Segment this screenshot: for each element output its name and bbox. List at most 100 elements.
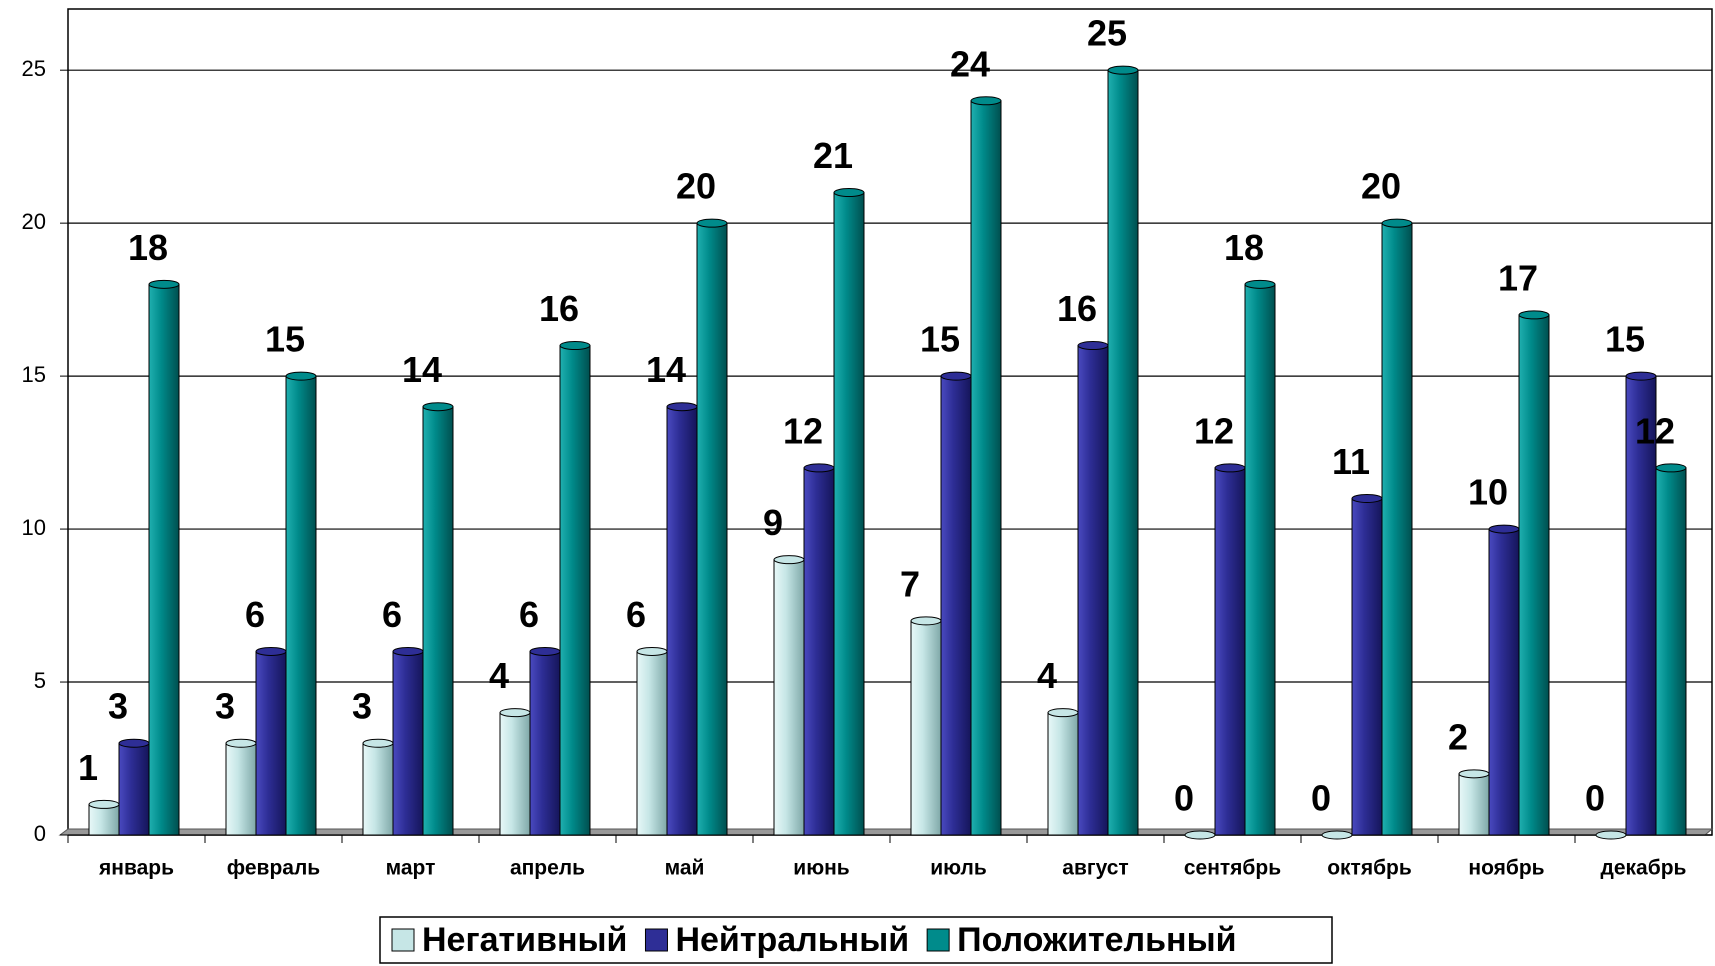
bar-top xyxy=(1655,463,1687,473)
x-tick-label: октябрь xyxy=(1327,857,1412,880)
legend-swatch xyxy=(644,928,668,952)
bar-top xyxy=(118,738,150,748)
bar xyxy=(1625,375,1657,836)
bar xyxy=(422,406,454,836)
bar xyxy=(529,650,561,836)
bar-top xyxy=(803,463,835,473)
data-label: 4 xyxy=(489,655,509,696)
data-label: 3 xyxy=(108,686,128,727)
data-label: 12 xyxy=(1635,410,1675,451)
bar xyxy=(1381,222,1413,836)
data-label: 14 xyxy=(402,349,442,390)
data-label: 3 xyxy=(215,686,235,727)
bar xyxy=(225,742,257,836)
data-label: 24 xyxy=(950,43,990,84)
legend-label: Нейтральный xyxy=(675,921,909,959)
data-label: 6 xyxy=(519,594,539,635)
bar-top xyxy=(1184,830,1216,840)
bar-top xyxy=(1107,65,1139,75)
legend-label: Положительный xyxy=(957,921,1236,959)
data-label: 17 xyxy=(1498,257,1538,298)
bar-top xyxy=(499,708,531,718)
bar-top xyxy=(1077,341,1109,351)
data-label: 15 xyxy=(920,319,960,360)
bar-top xyxy=(636,646,668,656)
data-label: 6 xyxy=(245,594,265,635)
data-label: 12 xyxy=(1194,410,1234,451)
data-label: 1 xyxy=(78,747,98,788)
bar xyxy=(559,345,591,836)
bar xyxy=(392,650,424,836)
bar xyxy=(1655,467,1687,836)
bar-top xyxy=(422,402,454,412)
bar xyxy=(970,100,1002,836)
bar-top xyxy=(1488,524,1520,534)
data-label: 14 xyxy=(646,349,686,390)
bar xyxy=(1047,712,1079,836)
x-tick-label: июль xyxy=(930,857,987,880)
data-label: 7 xyxy=(900,563,920,604)
bar xyxy=(666,406,698,836)
data-label: 9 xyxy=(763,502,783,543)
x-tick-label: февраль xyxy=(227,857,321,880)
data-label: 0 xyxy=(1585,778,1605,819)
bar-top xyxy=(1214,463,1246,473)
data-label: 18 xyxy=(128,227,168,268)
bar-top xyxy=(1321,830,1353,840)
data-label: 0 xyxy=(1174,778,1194,819)
bar xyxy=(362,742,394,836)
y-tick-label: 15 xyxy=(22,362,46,387)
bar xyxy=(803,467,835,836)
x-tick-label: август xyxy=(1062,857,1128,880)
bar xyxy=(940,375,972,836)
bar xyxy=(285,375,317,836)
bar-top xyxy=(666,402,698,412)
bar xyxy=(1214,467,1246,836)
y-tick-label: 10 xyxy=(22,515,46,540)
bar-top xyxy=(773,555,805,565)
bar-top xyxy=(1047,708,1079,718)
bar xyxy=(255,650,287,836)
data-label: 25 xyxy=(1087,13,1127,54)
bar-top xyxy=(529,646,561,656)
data-label: 2 xyxy=(1448,716,1468,757)
data-label: 18 xyxy=(1224,227,1264,268)
x-tick-label: сентябрь xyxy=(1184,857,1281,880)
x-tick-label: июнь xyxy=(793,857,850,880)
data-label: 20 xyxy=(676,166,716,207)
data-label: 0 xyxy=(1311,778,1331,819)
bar xyxy=(88,803,120,836)
bar xyxy=(773,559,805,836)
bar-top xyxy=(970,96,1002,106)
bar xyxy=(1107,69,1139,836)
data-label: 11 xyxy=(1332,441,1370,482)
data-label: 12 xyxy=(783,410,823,451)
data-label: 15 xyxy=(1605,319,1645,360)
bar-top xyxy=(1595,830,1627,840)
y-tick-label: 25 xyxy=(22,56,46,81)
data-label: 15 xyxy=(265,319,305,360)
x-tick-label: январь xyxy=(98,857,174,880)
bar-top xyxy=(392,646,424,656)
bar-top xyxy=(1625,371,1657,381)
data-label: 20 xyxy=(1361,166,1401,207)
x-tick-label: апрель xyxy=(510,857,585,880)
legend-label: Негативный xyxy=(422,921,627,959)
bar-top xyxy=(696,218,728,228)
bar xyxy=(636,650,668,836)
bar xyxy=(1458,773,1490,836)
bar xyxy=(148,283,180,836)
data-label: 16 xyxy=(539,288,579,329)
data-label: 6 xyxy=(626,594,646,635)
bar-top xyxy=(833,188,865,198)
bar-top xyxy=(285,371,317,381)
bar xyxy=(1351,497,1383,836)
x-tick-label: ноябрь xyxy=(1468,857,1544,880)
data-label: 10 xyxy=(1468,472,1508,513)
bar-top xyxy=(910,616,942,626)
bar-top xyxy=(225,738,257,748)
y-tick-label: 5 xyxy=(34,668,46,693)
data-label: 6 xyxy=(382,594,402,635)
y-tick-label: 0 xyxy=(34,821,46,846)
data-label: 4 xyxy=(1037,655,1057,696)
